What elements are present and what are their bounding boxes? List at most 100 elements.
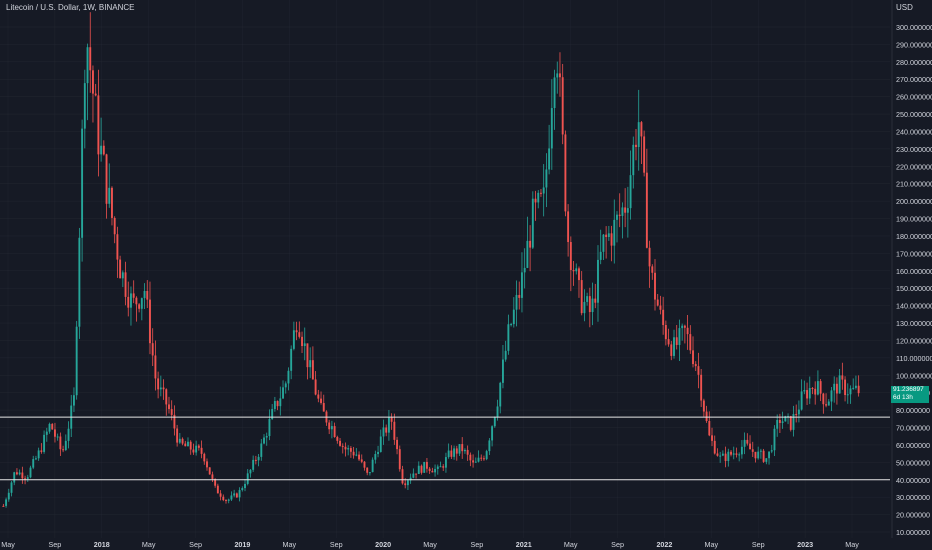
candle-up — [18, 472, 21, 475]
candle-down — [396, 439, 399, 450]
candle-down — [181, 438, 184, 444]
horizontal-lines[interactable] — [0, 416, 890, 481]
x-tick-label: May — [142, 540, 156, 549]
y-tick-label: 220.000000 — [896, 162, 932, 171]
candle-down — [385, 427, 388, 433]
candle-down — [425, 461, 428, 469]
candle-down — [216, 485, 219, 494]
candle-up — [803, 390, 806, 392]
candle-down — [420, 465, 423, 473]
y-tick-label: 240.000000 — [896, 127, 932, 136]
y-tick-label: 120.000000 — [896, 336, 932, 345]
candle-down — [857, 385, 860, 394]
candle-down — [151, 343, 154, 356]
y-tick-label: 10.000000 — [896, 528, 930, 537]
candle-up — [13, 472, 16, 483]
candle-up — [632, 144, 635, 176]
candle-down — [320, 398, 322, 403]
candle-down — [352, 451, 355, 456]
candle-up — [86, 47, 89, 84]
x-tick-label: Sep — [330, 540, 343, 549]
candle-up — [548, 148, 551, 170]
candle-down — [605, 234, 608, 238]
candle-up — [121, 272, 124, 279]
candle-up — [309, 360, 312, 368]
candle-up — [504, 350, 507, 360]
candle-down — [716, 453, 719, 456]
candle-down — [735, 453, 738, 455]
candle-up — [347, 448, 350, 450]
candle-down — [24, 478, 27, 480]
candle-down — [328, 422, 331, 430]
candle-up — [827, 401, 830, 406]
y-tick-label: 260.000000 — [896, 93, 932, 102]
candle-down — [702, 400, 705, 412]
candle-down — [656, 299, 659, 306]
candle-down — [119, 259, 122, 279]
candle-up — [108, 187, 111, 204]
candle-up — [252, 459, 255, 470]
y-tick-label: 280.000000 — [896, 58, 932, 67]
candle-down — [360, 459, 363, 462]
candle-up — [523, 267, 526, 273]
candle-up — [303, 343, 306, 347]
candle-down — [146, 290, 149, 300]
candle-up — [681, 325, 684, 329]
candle-up — [852, 387, 855, 389]
candle-up — [743, 439, 746, 447]
candle-down — [588, 296, 591, 313]
candle-up — [143, 290, 146, 299]
candle-down — [165, 389, 168, 405]
candle-up — [768, 451, 770, 459]
candle-down — [480, 457, 483, 459]
candle-up — [773, 428, 776, 451]
candle-down — [306, 343, 309, 368]
candle-down — [94, 93, 97, 96]
candle-down — [398, 449, 401, 470]
candle-up — [613, 219, 616, 246]
candle-up — [238, 490, 241, 498]
price-axis[interactable]: 10.000000 20.000000 30.000000 40.000000 50.0… — [896, 23, 932, 537]
candle-down — [559, 73, 561, 78]
candle-down — [662, 309, 665, 326]
candle-up — [355, 454, 358, 456]
candle-down — [708, 420, 711, 436]
candle-up — [227, 499, 230, 501]
candle-down — [349, 448, 352, 452]
candle-down — [469, 454, 472, 461]
candle-up — [379, 436, 382, 452]
candle-down — [2, 505, 5, 507]
y-tick-label: 190.000000 — [896, 215, 932, 224]
candle-up — [575, 268, 578, 272]
candle-up — [249, 469, 252, 474]
time-axis[interactable]: May Sep 2018 May Sep 2019 May Sep 2020 May Sep 2021… — [1, 540, 859, 549]
candle-down — [578, 268, 580, 281]
candle-down — [276, 401, 279, 407]
candle-up — [444, 457, 447, 468]
candle-down — [344, 446, 347, 450]
bar-countdown: 6d 13h — [893, 394, 913, 401]
x-tick-label: Sep — [611, 540, 624, 549]
candle-down — [697, 366, 700, 375]
candle-up — [159, 387, 162, 390]
candle-down — [455, 448, 458, 454]
candle-up — [244, 483, 246, 489]
candle-up — [377, 451, 380, 455]
candle-down — [700, 374, 703, 401]
candle-up — [263, 437, 265, 444]
candle-up — [26, 477, 29, 479]
candle-up — [496, 406, 499, 418]
candle-up — [290, 348, 293, 371]
candle-down — [176, 428, 179, 443]
candle-up — [485, 451, 488, 460]
candle-down — [683, 325, 686, 328]
candle-up — [510, 324, 513, 326]
x-tick-label: May — [423, 540, 437, 549]
candle-down — [811, 388, 814, 390]
candle-down — [534, 198, 537, 203]
candle-up — [502, 359, 504, 383]
candle-up — [246, 473, 249, 484]
candle-up — [542, 187, 545, 194]
candle-up — [830, 390, 833, 402]
